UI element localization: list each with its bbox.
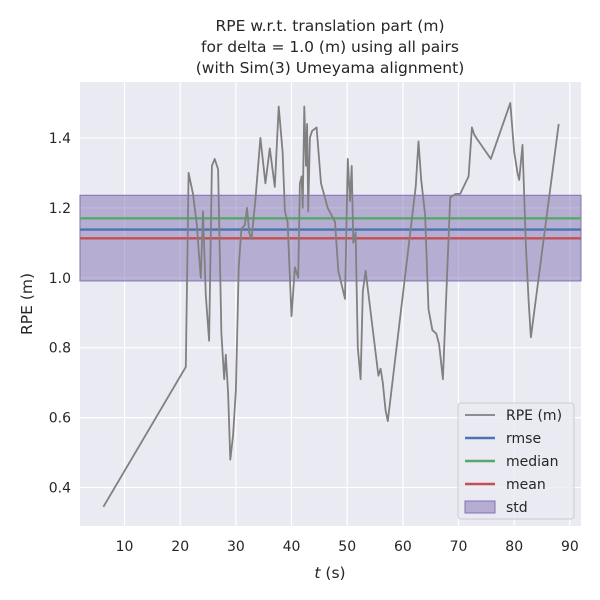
y-tick-label: 0.8: [49, 341, 71, 357]
x-tick-label: 80: [505, 539, 523, 555]
y-axis-label: RPE (m): [18, 273, 36, 335]
legend-label: rmse: [506, 431, 541, 447]
y-tick-label: 1.0: [49, 271, 71, 287]
legend: RPE (m) rmse median mean std: [457, 402, 575, 520]
x-tick-labels: 10 20 30 40 50 60 70 80 90: [116, 539, 579, 555]
chart-title: RPE w.r.t. translation part (m) for delt…: [196, 17, 465, 77]
y-tick-label: 0.6: [49, 411, 71, 427]
legend-frame: [457, 402, 575, 520]
x-tick-label: 70: [450, 539, 468, 555]
legend-label: std: [506, 500, 528, 516]
x-tick-label: 30: [227, 539, 245, 555]
rpe-series-line: [102, 102, 560, 508]
chart-title-line-2: for delta = 1.0 (m) using all pairs: [201, 38, 459, 56]
chart-title-line-1: RPE w.r.t. translation part (m): [215, 17, 444, 35]
x-axis-label-variable: t: [314, 564, 321, 582]
x-tick-label: 40: [283, 539, 301, 555]
x-axis-label: t (s): [314, 564, 345, 582]
legend-swatch-std: [464, 500, 496, 514]
x-tick-label: 20: [171, 539, 189, 555]
y-tick-label: 1.2: [49, 201, 71, 217]
x-axis-label-unit: (s): [320, 564, 345, 582]
x-tick-label: 10: [116, 539, 134, 555]
y-tick-label: 1.4: [49, 131, 71, 147]
legend-label: mean: [506, 477, 546, 493]
series-layer: [80, 102, 581, 508]
y-tick-label: 0.4: [49, 481, 71, 497]
x-tick-label: 50: [338, 539, 356, 555]
x-tick-label: 90: [561, 539, 579, 555]
y-tick-labels: 0.4 0.6 0.8 1.0 1.2 1.4: [49, 131, 71, 497]
legend-label: RPE (m): [506, 408, 562, 424]
chart-title-line-3: (with Sim(3) Umeyama alignment): [196, 59, 465, 77]
legend-label: median: [506, 454, 558, 470]
x-tick-label: 60: [394, 539, 412, 555]
